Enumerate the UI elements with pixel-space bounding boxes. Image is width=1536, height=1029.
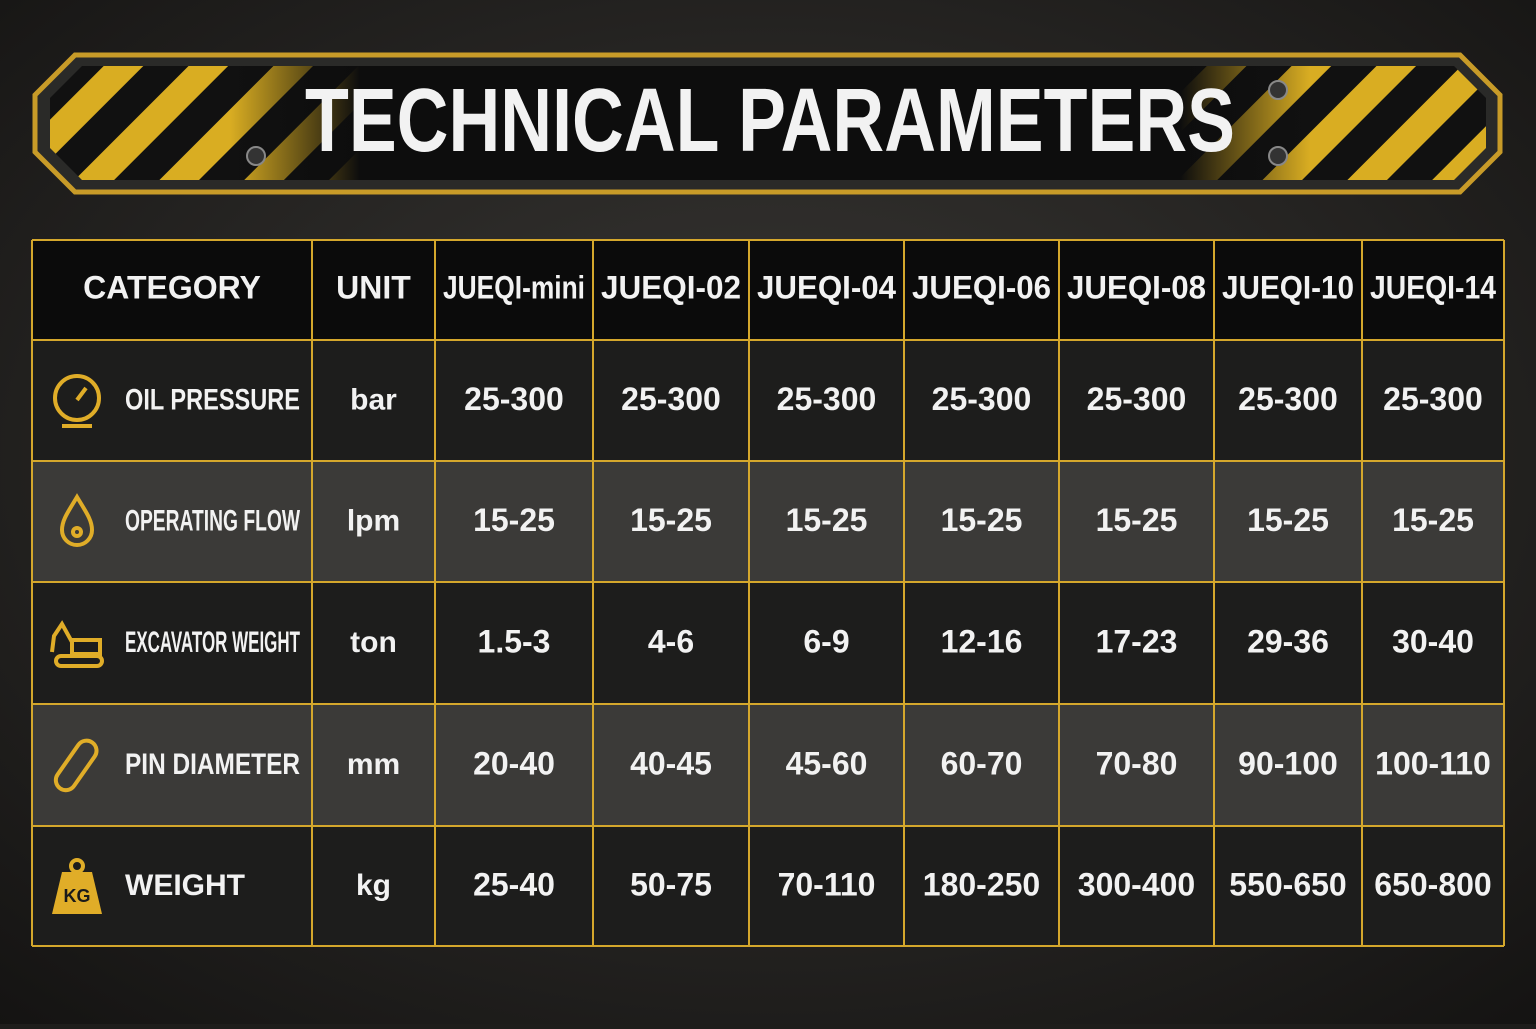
value-cell: 90-100 (1238, 745, 1338, 781)
gauge-icon (53, 374, 101, 428)
unit-cell: kg (356, 869, 391, 902)
unit-cell: mm (347, 748, 400, 781)
value-cell: 1.5-3 (478, 623, 551, 659)
value-cell: 20-40 (473, 745, 555, 781)
category-label: OIL PRESSURE (125, 383, 300, 416)
bolt (246, 146, 266, 166)
value-cell: 25-300 (1238, 381, 1338, 417)
value-cell: 180-250 (923, 866, 1040, 902)
value-cell: 15-25 (941, 502, 1023, 538)
column-header: JUEQI-02 (601, 269, 741, 305)
value-cell: 15-25 (1392, 502, 1474, 538)
column-header: JUEQI-14 (1370, 269, 1496, 305)
column-header: JUEQI-mini (443, 269, 585, 305)
value-cell: 45-60 (786, 745, 868, 781)
column-header: UNIT (336, 269, 411, 305)
value-cell: 40-45 (630, 745, 712, 781)
value-cell: 15-25 (630, 502, 712, 538)
row-background (32, 340, 1504, 461)
value-cell: 25-300 (621, 381, 721, 417)
table: CATEGORY UNIT JUEQI-mini JUEQI-02 JUEQI-04 JU… (31, 239, 1505, 947)
kg-icon: KG (52, 858, 102, 914)
drop-icon (59, 493, 95, 547)
value-cell: 550-650 (1229, 866, 1346, 902)
unit-cell: ton (350, 626, 397, 659)
value-cell: 15-25 (1096, 502, 1178, 538)
header-row (32, 240, 1504, 340)
value-cell: 25-300 (777, 381, 877, 417)
unit-cell: bar (350, 383, 397, 416)
row-background (32, 704, 1504, 826)
value-cell: 29-36 (1247, 623, 1329, 659)
category-label: WEIGHT (125, 869, 245, 902)
value-cell: 30-40 (1392, 623, 1474, 659)
excavator-icon (50, 620, 104, 668)
category-label: OPERATING FLOW (125, 504, 300, 537)
value-cell: 15-25 (786, 502, 868, 538)
kg-icon-label: KG (64, 886, 91, 906)
value-cell: 25-300 (1087, 381, 1187, 417)
value-cell: 15-25 (473, 502, 555, 538)
pin-icon (53, 738, 99, 793)
value-cell: 25-40 (473, 866, 555, 902)
value-cell: 4-6 (648, 623, 694, 659)
column-header: JUEQI-08 (1067, 269, 1206, 305)
value-cell: 50-75 (630, 866, 712, 902)
row-background (32, 461, 1504, 582)
value-cell: 17-23 (1096, 623, 1178, 659)
category-label: EXCAVATOR WEIGHT (125, 626, 300, 659)
value-cell: 25-300 (464, 381, 564, 417)
category-label: PIN DIAMETER (125, 748, 300, 781)
column-header: CATEGORY (83, 269, 261, 305)
value-cell: 6-9 (803, 623, 849, 659)
value-cell: 70-80 (1096, 745, 1178, 781)
column-header: JUEQI-04 (757, 269, 896, 305)
value-cell: 15-25 (1247, 502, 1329, 538)
hazard-stripes (50, 66, 1486, 180)
value-cell: 100-110 (1375, 745, 1491, 781)
column-header: JUEQI-10 (1222, 269, 1354, 305)
bolt (1268, 146, 1288, 166)
value-cell: 25-300 (1383, 381, 1483, 417)
value-cell: 650-800 (1374, 866, 1491, 902)
value-cell: 300-400 (1078, 866, 1195, 902)
row-background (32, 582, 1504, 704)
icons (50, 374, 104, 793)
value-cell: 25-300 (932, 381, 1032, 417)
row-background (32, 826, 1504, 946)
title: TECHNICAL PARAMETERS (305, 71, 1235, 171)
bolt (1268, 80, 1288, 100)
column-header: JUEQI-06 (912, 269, 1051, 305)
value-cell: 12-16 (941, 623, 1023, 659)
value-cell: 70-110 (778, 866, 876, 902)
unit-cell: lpm (347, 504, 400, 537)
value-cell: 60-70 (941, 745, 1023, 781)
